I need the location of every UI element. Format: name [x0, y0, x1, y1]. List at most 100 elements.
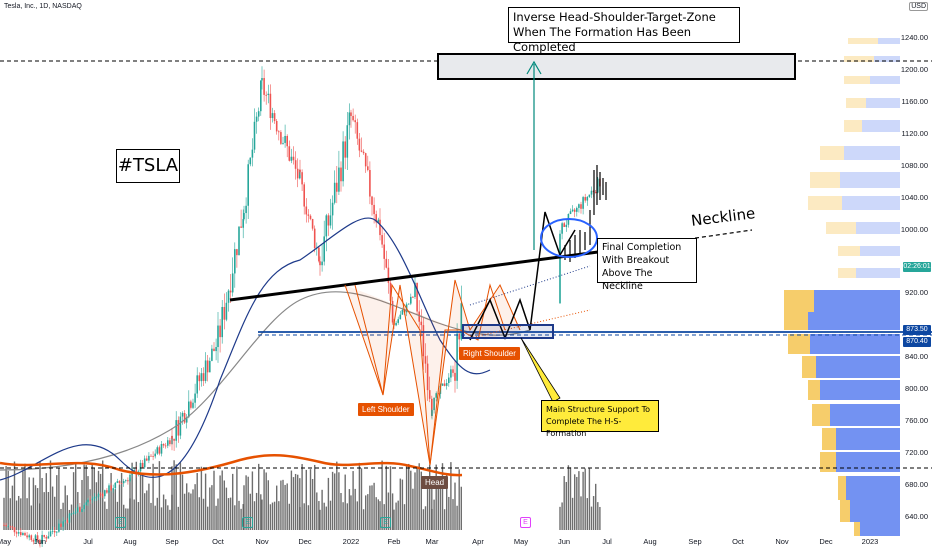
- candle-body: [87, 499, 89, 503]
- candle-body: [412, 296, 414, 298]
- candle-body: [39, 542, 41, 544]
- volume-bar: [234, 505, 236, 530]
- candle-body: [243, 213, 245, 220]
- candle-body: [321, 261, 323, 266]
- completion-label-line-1: Final Completion: [602, 242, 682, 253]
- time-tick-label: Dec: [819, 537, 833, 546]
- neckline: [229, 250, 599, 302]
- pattern-lines: [344, 279, 521, 466]
- price-tick-label: 1120.00: [901, 128, 928, 138]
- price-tick-label: 1200.00: [900, 64, 928, 74]
- volume-bar: [213, 470, 215, 530]
- volume-bar: [599, 506, 601, 530]
- volume-bar: [331, 471, 334, 530]
- candle-body: [290, 156, 293, 161]
- volume-bar: [352, 471, 354, 530]
- volume-bar: [83, 464, 85, 530]
- candle-body: [196, 375, 198, 394]
- candle-body: [397, 319, 399, 323]
- candle-body: [28, 535, 30, 538]
- candle-body: [101, 493, 104, 497]
- candle-body: [229, 290, 232, 293]
- volume-bar: [60, 508, 62, 530]
- completion-label: Final Completion With Breakout Above The…: [597, 238, 697, 292]
- candle-body: [242, 219, 244, 228]
- currency-label[interactable]: USD: [909, 2, 928, 11]
- candle-body: [112, 488, 114, 491]
- profile-bar-sell: [836, 428, 900, 450]
- earnings-marker[interactable]: E: [520, 517, 531, 528]
- candle-body: [379, 219, 381, 236]
- candle-body: [573, 209, 576, 212]
- volume-bar: [369, 485, 371, 530]
- profile-bar-buy: [810, 172, 840, 188]
- candle-body: [13, 527, 16, 533]
- volume-bar: [150, 502, 152, 530]
- volume-bar: [247, 476, 249, 530]
- candle-body: [251, 149, 254, 158]
- volume-bar: [299, 507, 301, 530]
- candle-body: [17, 532, 20, 534]
- candle-body: [240, 226, 242, 228]
- time-tick-label: Jun: [33, 537, 47, 546]
- volume-bar: [229, 497, 232, 530]
- candle-body: [211, 348, 213, 361]
- volume-bar: [360, 468, 363, 530]
- time-tick-label: Jul: [602, 537, 612, 546]
- time-tick-label: Mar: [425, 537, 439, 546]
- volume-bar: [559, 506, 561, 530]
- candle-body: [110, 485, 112, 491]
- volume-bar: [460, 486, 462, 530]
- candle-body: [309, 215, 312, 219]
- support-callout-pointer: [520, 337, 561, 403]
- price-tick-label: 1040.00: [900, 192, 928, 202]
- candle-body: [340, 167, 342, 182]
- volume-bar: [327, 477, 330, 530]
- earnings-marker[interactable]: E: [380, 517, 391, 528]
- candle-body: [422, 325, 425, 357]
- volume-bar: [13, 461, 16, 530]
- short-moving-average: [0, 217, 491, 481]
- candle-body: [72, 513, 75, 515]
- volume-bar: [592, 496, 595, 530]
- candle-body: [303, 184, 305, 207]
- price-tick-label: 760.00: [905, 416, 928, 426]
- volume-bar: [403, 504, 406, 530]
- volume-bar: [18, 495, 20, 530]
- volume-bar: [569, 467, 572, 530]
- target-arrow-head: [526, 60, 542, 75]
- volume-bar: [418, 463, 420, 530]
- candle-body: [169, 440, 171, 445]
- candle-body: [120, 483, 123, 484]
- candle-body: [580, 204, 582, 209]
- volume-bar: [127, 508, 129, 530]
- earnings-marker[interactable]: E: [115, 517, 126, 528]
- volume-bar: [422, 509, 425, 530]
- volume-bar: [146, 490, 148, 530]
- volume-bar: [192, 489, 194, 530]
- volume-bar: [11, 485, 14, 530]
- time-tick-label: May: [513, 537, 529, 546]
- volume-bar: [414, 472, 416, 530]
- volume-bar: [344, 474, 346, 530]
- volume-bar: [64, 485, 66, 530]
- candle-body: [460, 303, 463, 340]
- volume-bar: [9, 498, 11, 530]
- volume-bar: [578, 471, 580, 530]
- volume-bar: [198, 497, 200, 530]
- profile-bar-buy: [808, 196, 842, 210]
- time-tick-label: Jul: [83, 537, 93, 546]
- candle-body: [116, 481, 119, 483]
- volume-bar: [437, 480, 439, 530]
- chart-title: Tesla, Inc., 1D, NASDAQ: [4, 3, 82, 10]
- candle-body: [433, 397, 435, 411]
- volume-bar: [207, 506, 209, 530]
- earnings-marker[interactable]: E: [242, 517, 253, 528]
- candle-body: [141, 462, 144, 468]
- candle-body: [305, 206, 308, 215]
- volume-bar: [567, 465, 570, 530]
- volume-bar: [391, 493, 394, 530]
- volume-bar: [211, 485, 213, 530]
- candle-body: [441, 383, 444, 386]
